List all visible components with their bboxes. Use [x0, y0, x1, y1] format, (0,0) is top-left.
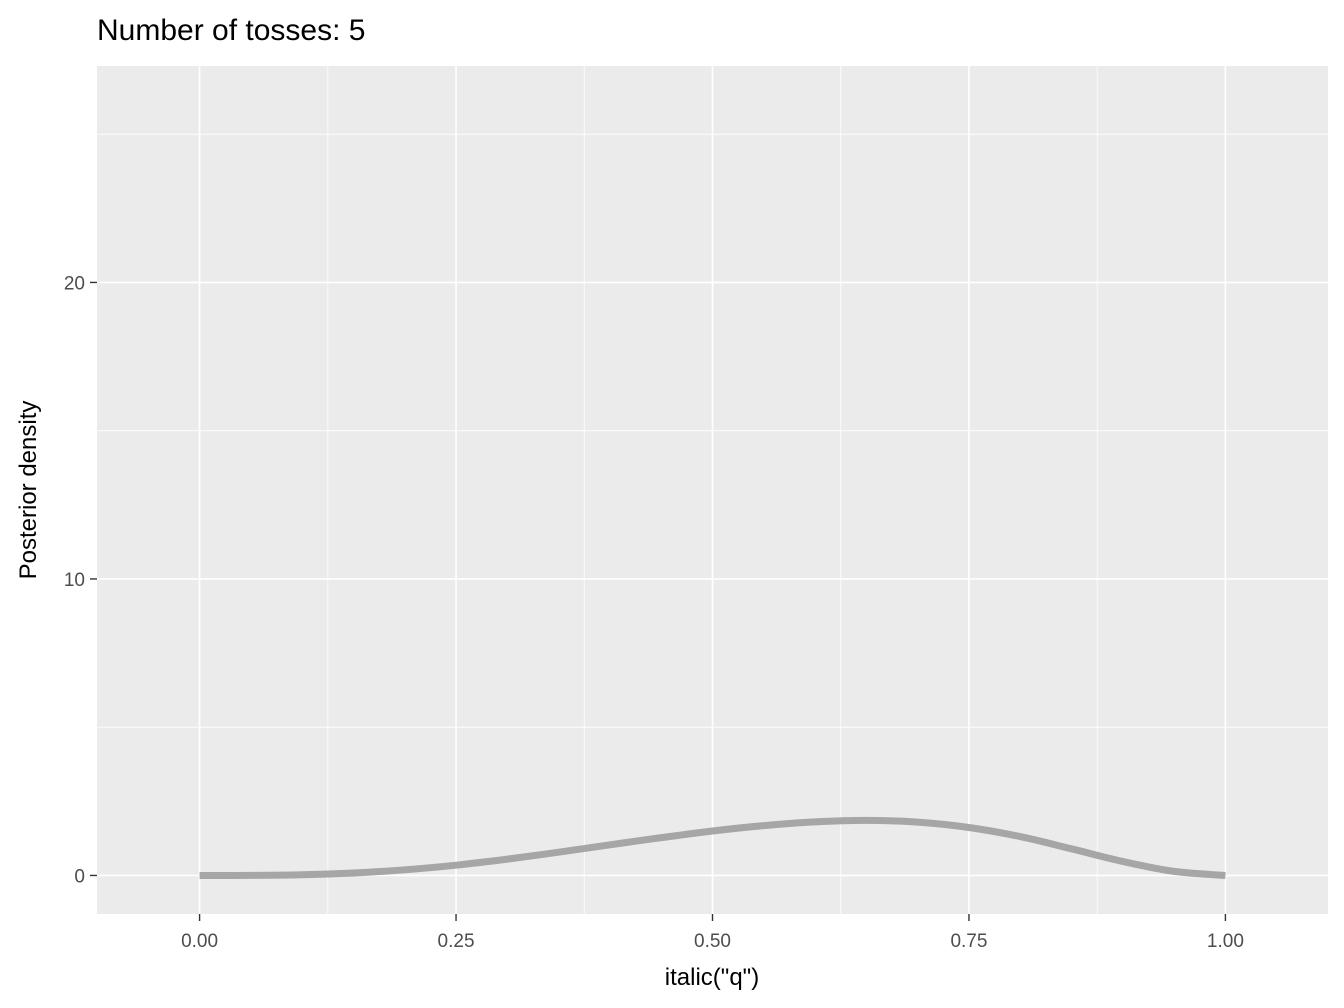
x-tick-label: 0.50 — [694, 931, 731, 952]
x-tick-label: 0.00 — [181, 931, 218, 952]
y-tick-label: 20 — [64, 273, 85, 294]
y-tick-label: 10 — [64, 570, 85, 591]
x-tick-label: 1.00 — [1207, 931, 1244, 952]
chart-title: Number of tosses: 5 — [97, 14, 365, 47]
y-tick-label: 0 — [74, 866, 85, 887]
y-axis-title: Posterior density — [15, 401, 42, 580]
major-gridlines — [97, 66, 1328, 914]
x-axis-title: italic("q") — [665, 964, 759, 991]
series-layer — [199, 816, 1226, 879]
x-tick-label: 0.25 — [438, 931, 475, 952]
x-axis: 0.00 0.25 0.50 0.75 1.00 — [181, 914, 1244, 952]
series-line — [199, 816, 1226, 879]
x-tick-label: 0.75 — [950, 931, 987, 952]
y-axis: 0 10 20 — [64, 273, 97, 887]
